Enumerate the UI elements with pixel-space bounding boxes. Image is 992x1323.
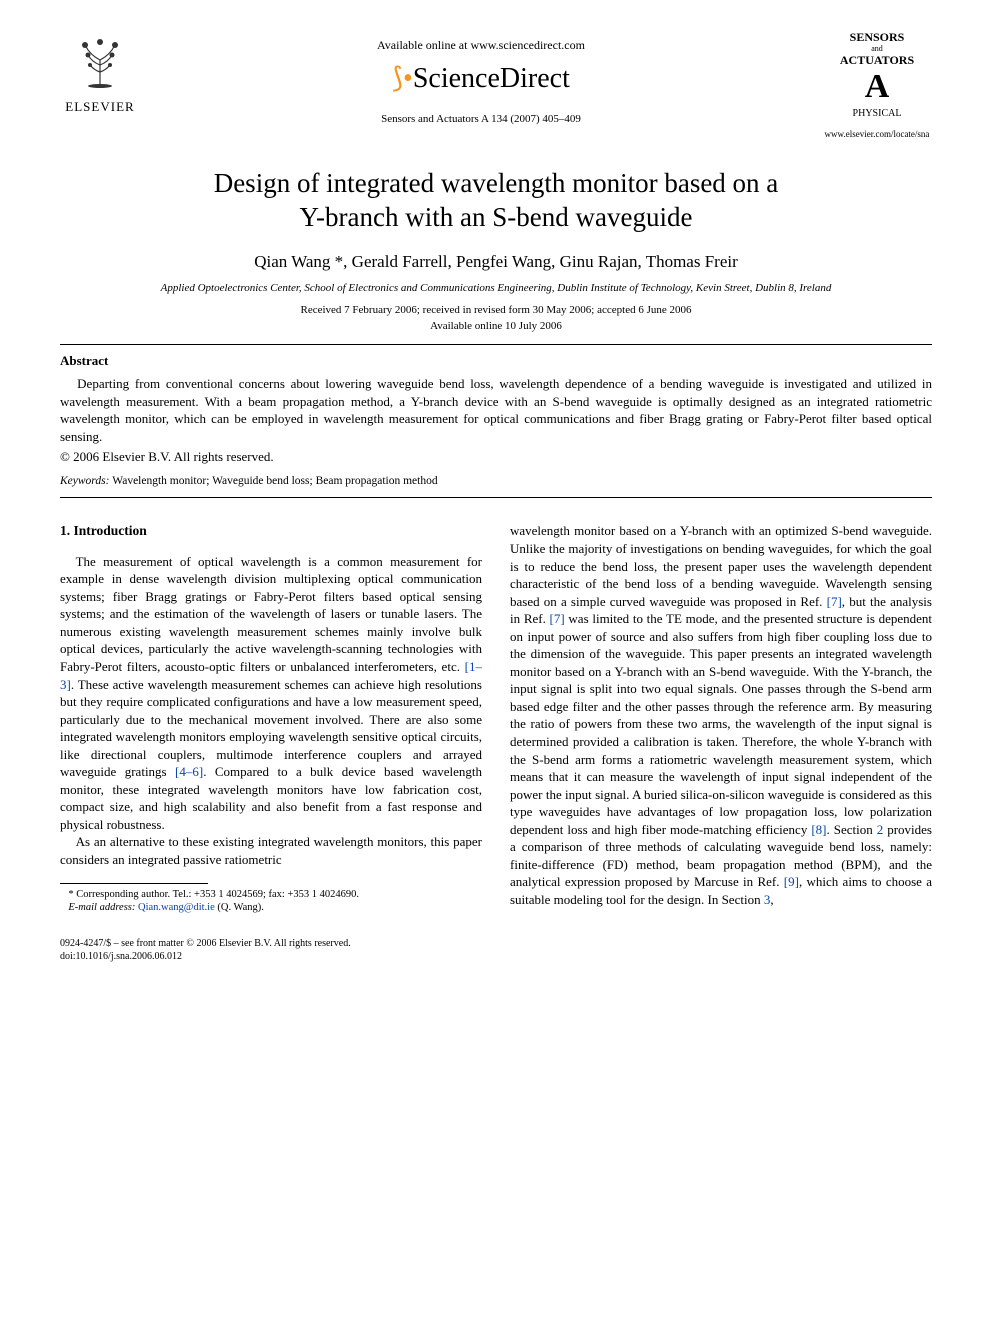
keywords: Keywords: Wavelength monitor; Waveguide … xyxy=(60,475,932,487)
available-online-text: Available online at www.sciencedirect.co… xyxy=(140,38,822,53)
journal-letter: A xyxy=(822,68,932,106)
corresponding-footnote: * Corresponding author. Tel.: +353 1 402… xyxy=(60,888,482,902)
abstract-rule-bottom xyxy=(60,497,932,498)
column-left: 1. Introduction The measurement of optic… xyxy=(60,522,482,914)
ref-link-9[interactable]: [9] xyxy=(784,874,799,889)
p2g: , xyxy=(770,892,773,907)
publisher-name: ELSEVIER xyxy=(60,99,140,115)
p1a: The measurement of optical wavelength is… xyxy=(60,554,482,674)
body-columns: 1. Introduction The measurement of optic… xyxy=(60,522,932,914)
publisher-logo: ELSEVIER xyxy=(60,30,140,115)
sciencedirect-logo: ⟆•ScienceDirect xyxy=(140,61,822,95)
p2c: was limited to the TE mode, and the pres… xyxy=(510,611,932,837)
ref-link-8[interactable]: [8] xyxy=(811,822,826,837)
abstract-rule-top xyxy=(60,344,932,345)
journal-logo: SENSORS and ACTUATORS A PHYSICAL www.els… xyxy=(822,30,932,139)
footer-line-2: doi:10.1016/j.sna.2006.06.012 xyxy=(60,950,932,963)
ref-link-7a[interactable]: [7] xyxy=(827,594,842,609)
abstract-text: Departing from conventional concerns abo… xyxy=(60,375,932,445)
journal-reference: Sensors and Actuators A 134 (2007) 405–4… xyxy=(140,113,822,125)
sd-swoosh-icon: ⟆• xyxy=(392,63,413,94)
email-suffix: (Q. Wang). xyxy=(217,902,264,913)
intro-paragraph-cont: wavelength monitor based on a Y-branch w… xyxy=(510,522,932,908)
journal-subtitle: PHYSICAL xyxy=(822,108,932,119)
page-footer: 0924-4247/$ – see front matter © 2006 El… xyxy=(60,937,932,963)
header-row: ELSEVIER Available online at www.science… xyxy=(60,30,932,139)
title-line-1: Design of integrated wavelength monitor … xyxy=(214,168,779,198)
ref-link-7b[interactable]: [7] xyxy=(550,611,565,626)
intro-paragraph-2: As an alternative to these existing inte… xyxy=(60,833,482,868)
article-title: Design of integrated wavelength monitor … xyxy=(60,167,932,235)
p2d: . Section xyxy=(827,822,877,837)
footnote-rule xyxy=(60,883,208,884)
affiliation: Applied Optoelectronics Center, School o… xyxy=(60,282,932,294)
dates-received: Received 7 February 2006; received in re… xyxy=(60,304,932,316)
copyright: © 2006 Elsevier B.V. All rights reserved… xyxy=(60,449,932,465)
sciencedirect-name: ScienceDirect xyxy=(413,63,570,94)
keywords-label: Keywords: xyxy=(60,475,109,487)
section-heading-intro: 1. Introduction xyxy=(60,522,482,540)
email-link[interactable]: Qian.wang@dit.ie xyxy=(138,902,215,913)
title-line-2: Y-branch with an S-bend waveguide xyxy=(300,202,693,232)
authors: Qian Wang *, Gerald Farrell, Pengfei Wan… xyxy=(60,252,932,272)
elsevier-tree-icon xyxy=(60,30,140,99)
keywords-values: Wavelength monitor; Waveguide bend loss;… xyxy=(112,475,437,487)
email-label: E-mail address: xyxy=(68,902,135,913)
intro-paragraph-1: The measurement of optical wavelength is… xyxy=(60,553,482,834)
abstract-body: Departing from conventional concerns abo… xyxy=(60,376,932,444)
abstract-heading: Abstract xyxy=(60,353,932,369)
ref-link-4-6[interactable]: [4–6] xyxy=(175,764,203,779)
journal-name-2: ACTUATORS xyxy=(822,53,932,67)
column-right: wavelength monitor based on a Y-branch w… xyxy=(510,522,932,914)
footer-line-1: 0924-4247/$ – see front matter © 2006 El… xyxy=(60,937,932,950)
dates-online: Available online 10 July 2006 xyxy=(60,320,932,332)
journal-name-1: SENSORS xyxy=(822,30,932,44)
journal-and: and xyxy=(822,44,932,53)
email-footnote: E-mail address: Qian.wang@dit.ie (Q. Wan… xyxy=(60,901,482,915)
journal-url: www.elsevier.com/locate/sna xyxy=(822,129,932,139)
center-header: Available online at www.sciencedirect.co… xyxy=(140,30,822,125)
